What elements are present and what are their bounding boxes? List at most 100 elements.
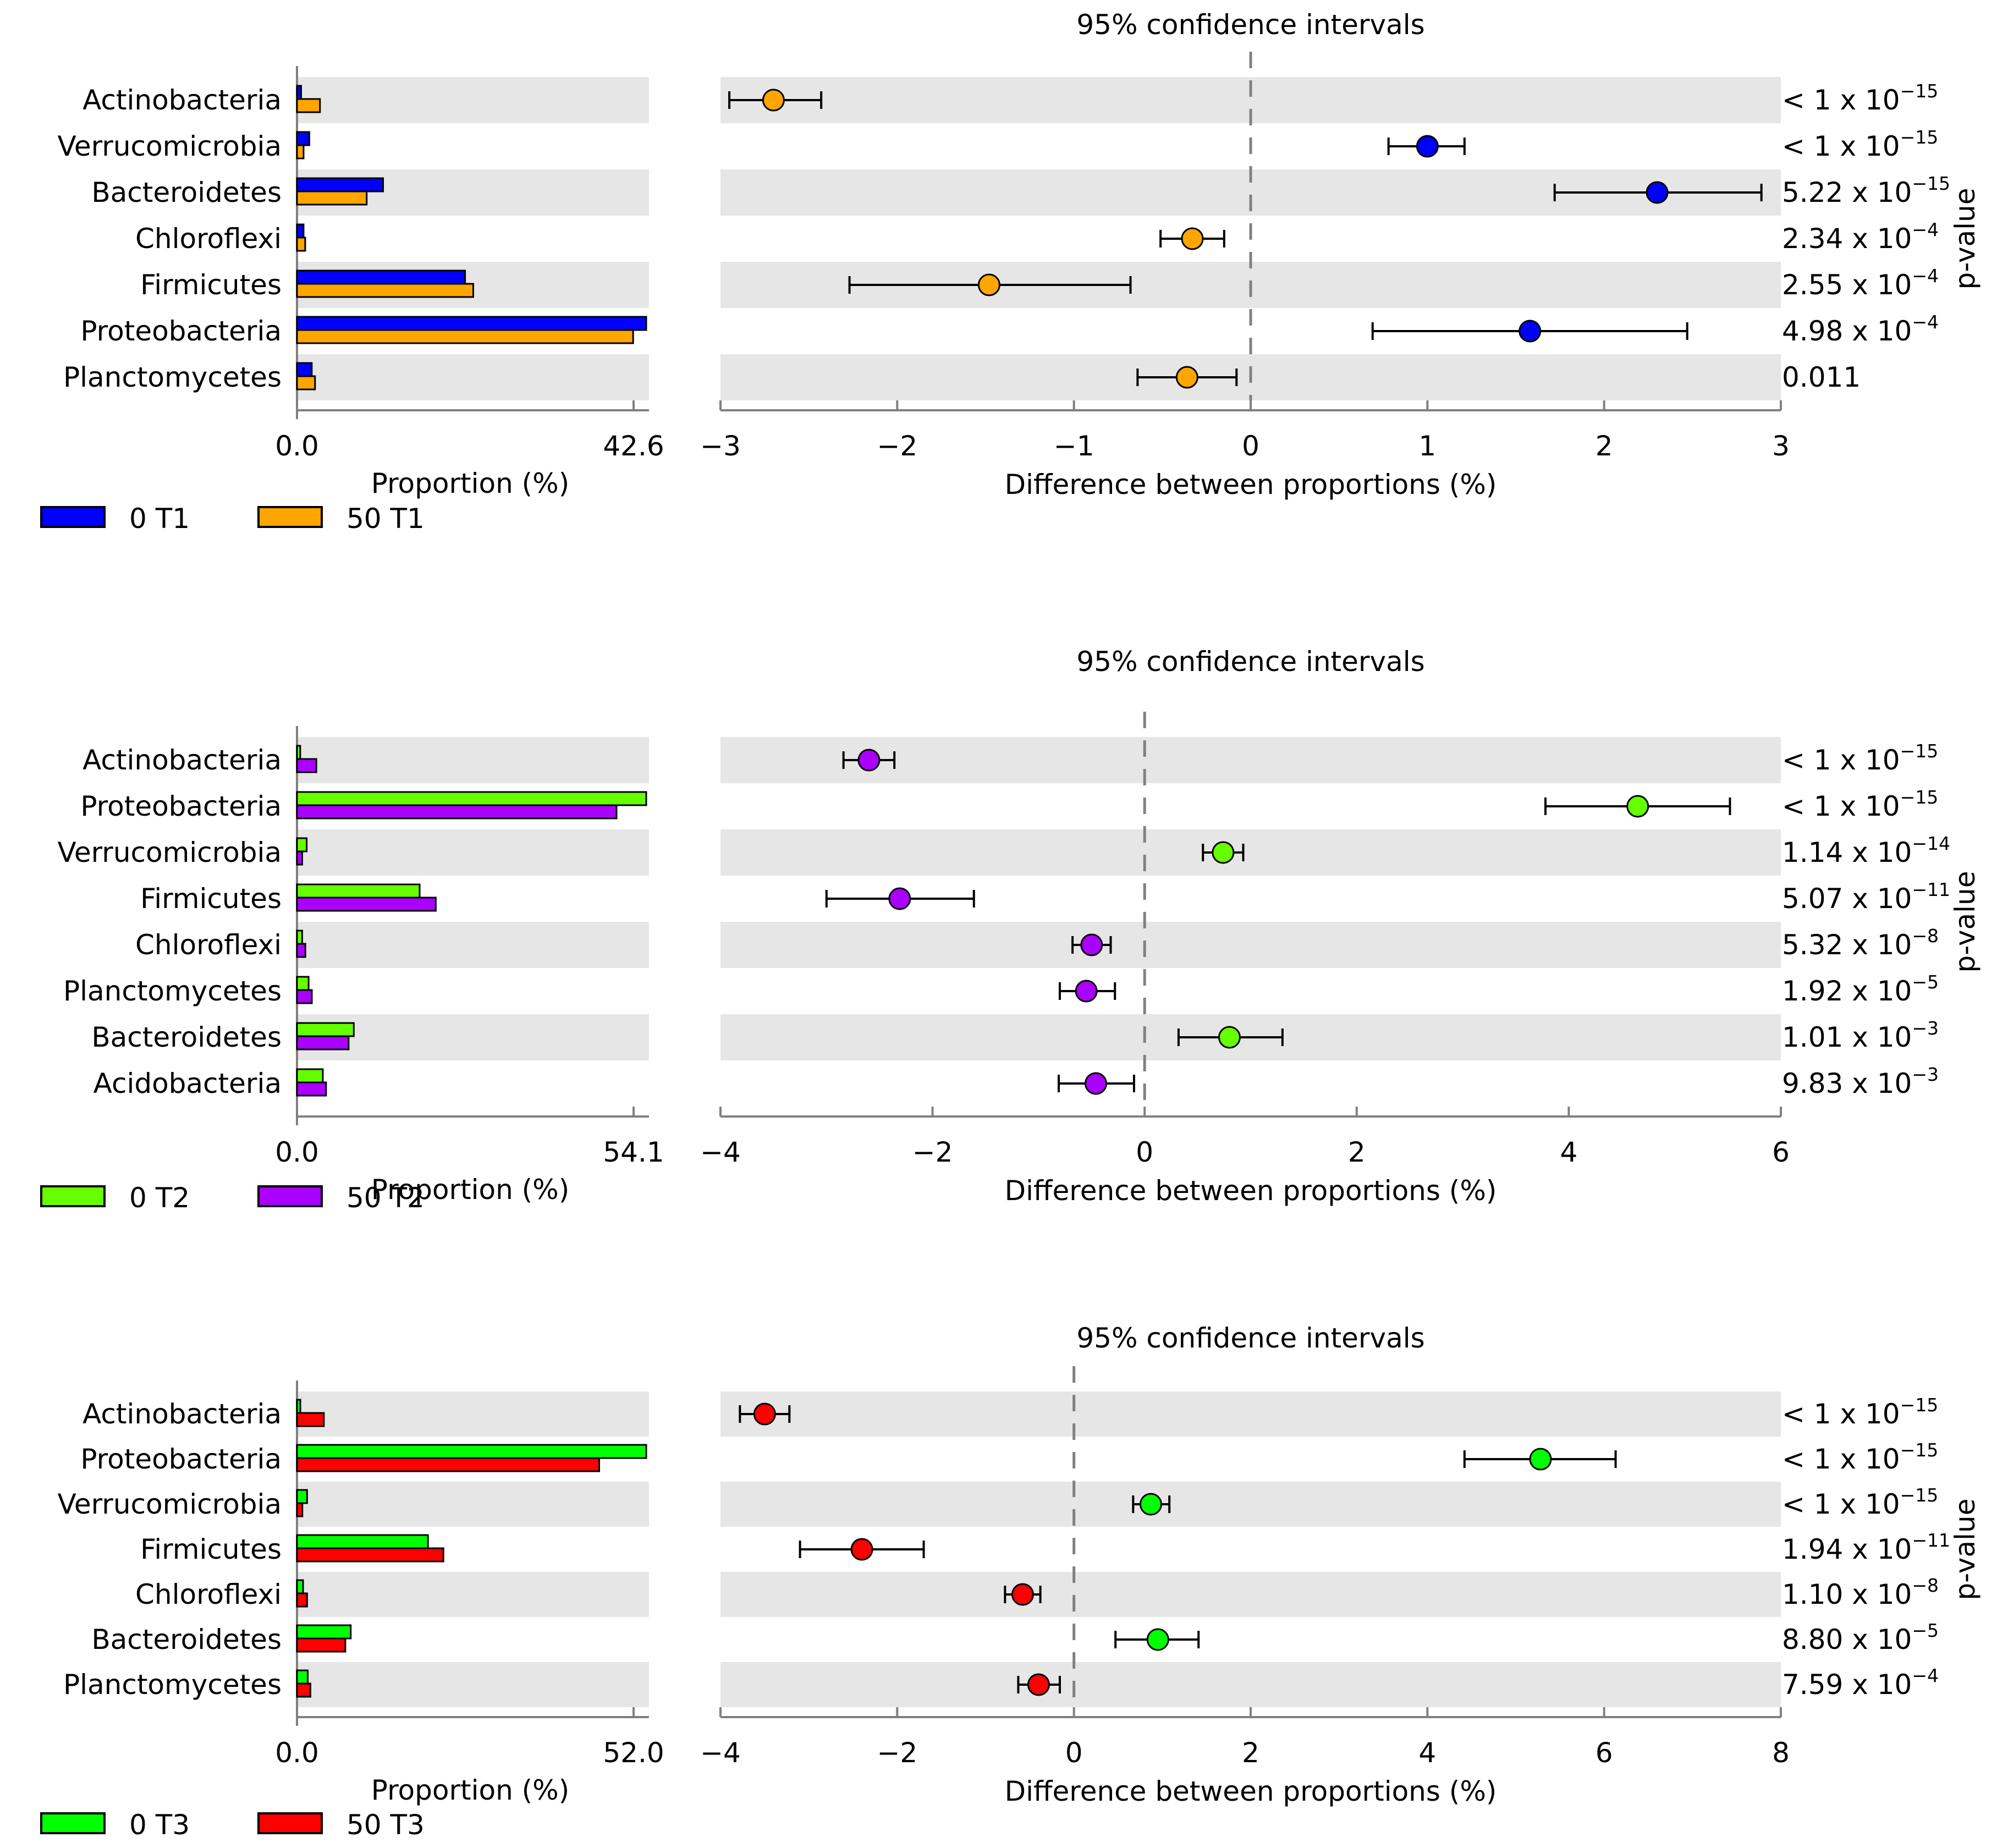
pvalue-label: 2.55 x 10−4 [1782,265,1939,301]
difference-tick-label: 3 [1772,430,1790,462]
difference-point [1085,1072,1108,1095]
proportion-bar [296,283,474,298]
pvalue-axis-label: p-value [1949,1498,1981,1600]
difference-tick-label: 4 [1560,1136,1577,1168]
proportion-bar [296,897,437,912]
legend-label: 50 T2 [346,1182,425,1214]
category-label: Proteobacteria [80,1443,282,1475]
difference-point [1626,795,1649,818]
row-band [297,1662,649,1707]
category-label: Actinobacteria [82,84,282,116]
pvalue-label: < 1 x 10−15 [1782,1394,1938,1430]
difference-tick-label: −4 [700,1737,741,1769]
difference-point [1218,1026,1241,1049]
category-label: Chloroflexi [135,929,282,961]
difference-point [1646,181,1669,204]
category-label: Firmicutes [140,883,282,915]
proportion-bar [296,804,618,820]
proportion-bar [296,131,310,146]
category-label: Bacteroidetes [91,1021,282,1053]
proportion-bar [296,1637,346,1653]
pvalue-label: < 1 x 10−15 [1782,1484,1938,1520]
category-label: Chloroflexi [135,1579,282,1610]
pvalue-axis-label: p-value [1949,871,1981,972]
difference-point [1529,1448,1552,1471]
category-label: Verrucomicrobia [58,130,282,162]
proportion-bar [296,976,310,991]
ci-title: 95% confidence intervals [1076,9,1424,41]
proportion-bar [296,1022,355,1037]
difference-tick-label: 0 [1242,430,1259,462]
legend-label: 50 T1 [346,503,425,535]
row-band [720,829,1781,876]
legend-swatch [40,1185,106,1207]
legend: 0 T1 50 T1 [40,503,425,535]
difference-tick-label: 6 [1596,1737,1613,1769]
proportion-bar [296,98,321,113]
pvalue-axis-label: p-value [1949,188,1981,289]
difference-tick-label: −2 [877,430,917,462]
proportion-bar [296,316,647,331]
difference-tick-label: −3 [700,430,741,462]
row-band [297,1572,649,1617]
difference-point [1139,1493,1162,1516]
pvalue-label: 8.80 x 10−5 [1782,1620,1939,1656]
legend-swatch [257,506,323,528]
proportion-bar [296,1579,304,1594]
legend-swatch [40,506,106,528]
proportion-tick-label: 0.0 [275,1136,319,1168]
proportion-bar [296,943,306,958]
proportion-bar [296,745,301,760]
proportion-bar [296,1682,311,1698]
proportion-tick-label: 52.0 [603,1737,664,1769]
difference-tick-label: 0 [1065,1737,1083,1769]
proportion-bar [296,930,303,945]
difference-point [1075,980,1098,1003]
proportion-tick-label: 42.6 [603,430,664,462]
difference-axis-label: Difference between proportions (%) [1005,1175,1497,1207]
category-label: Bacteroidetes [91,1624,282,1656]
category-label: Planctomycetes [63,1669,282,1701]
legend-label: 0 T2 [129,1182,190,1214]
legend-swatch [257,1812,323,1834]
pvalue-label: 1.92 x 10−5 [1782,971,1939,1007]
row-band [297,1392,649,1437]
legend-label: 0 T1 [129,503,190,535]
difference-point [1175,366,1198,389]
ci-title: 95% confidence intervals [1076,1322,1424,1354]
proportion-bar [296,190,368,206]
proportion-axis-label: Proportion (%) [371,1774,569,1806]
proportion-bar [296,1457,601,1472]
pvalue-label: 1.01 x 10−3 [1782,1018,1939,1053]
difference-tick-label: 0 [1136,1136,1153,1168]
ci-title: 95% confidence intervals [1076,646,1424,678]
proportion-tick-label: 0.0 [275,430,319,462]
category-label: Verrucomicrobia [58,1488,282,1520]
proportion-axis-label: Proportion (%) [371,1174,569,1206]
pvalue-label: < 1 x 10−15 [1782,1439,1938,1475]
pvalue-label: < 1 x 10−15 [1782,80,1938,116]
difference-tick-label: 4 [1418,1737,1436,1769]
proportion-bar [296,1502,304,1517]
proportion-bar [296,791,647,806]
proportion-bar [296,1489,308,1504]
difference-point [857,749,881,772]
category-label: Planctomycetes [63,975,282,1007]
legend-label: 0 T3 [129,1809,190,1841]
category-label: Acidobacteria [93,1068,282,1099]
row-band [297,1014,649,1060]
proportion-bar [296,989,313,1004]
proportion-bar [296,1534,429,1549]
proportion-tick-label: 54.1 [603,1136,664,1168]
category-label: Proteobacteria [80,315,282,347]
pvalue-label: 1.14 x 10−14 [1782,833,1950,868]
category-label: Planctomycetes [63,361,282,393]
category-label: Actinobacteria [82,744,282,776]
row-band [720,1572,1781,1617]
proportion-bar [296,1081,327,1097]
proportion-axis-label: Proportion (%) [371,468,569,499]
proportion-bar [296,883,421,899]
category-label: Actinobacteria [82,1398,282,1430]
proportion-bar [296,223,305,239]
proportion-bar [296,1412,325,1427]
